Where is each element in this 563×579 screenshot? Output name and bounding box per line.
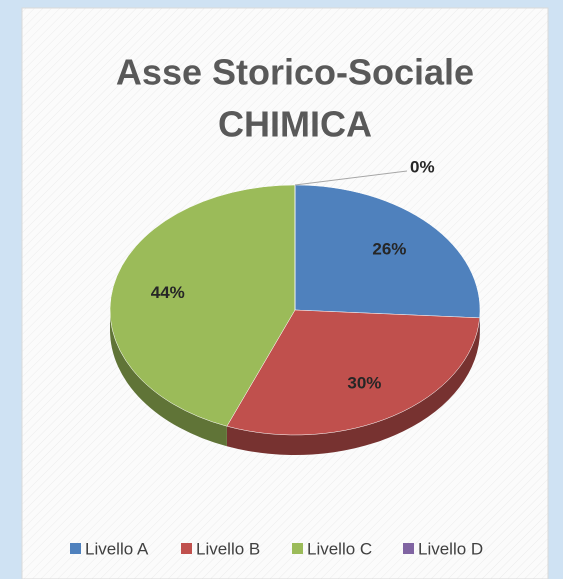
legend-label: Livello B xyxy=(196,539,260,558)
data-label: 26% xyxy=(372,240,406,259)
pie-slice xyxy=(294,184,481,319)
legend-label: Livello C xyxy=(307,539,372,558)
data-label: 30% xyxy=(347,373,381,392)
pie-side xyxy=(110,310,227,447)
pie-slice xyxy=(109,184,296,427)
chart-title: Asse Storico-Sociale xyxy=(116,52,474,93)
leader-line xyxy=(294,170,408,186)
pie-slice xyxy=(226,309,480,436)
legend-swatch xyxy=(70,543,81,554)
legend-swatch xyxy=(292,543,303,554)
legend-swatch xyxy=(403,543,414,554)
chart-title: CHIMICA xyxy=(218,104,372,145)
data-label: 44% xyxy=(151,283,185,302)
data-label: 0% xyxy=(410,157,435,176)
legend-label: Livello D xyxy=(418,539,483,558)
legend-label: Livello A xyxy=(85,539,149,558)
legend-swatch xyxy=(181,543,192,554)
pie-side xyxy=(226,317,480,455)
